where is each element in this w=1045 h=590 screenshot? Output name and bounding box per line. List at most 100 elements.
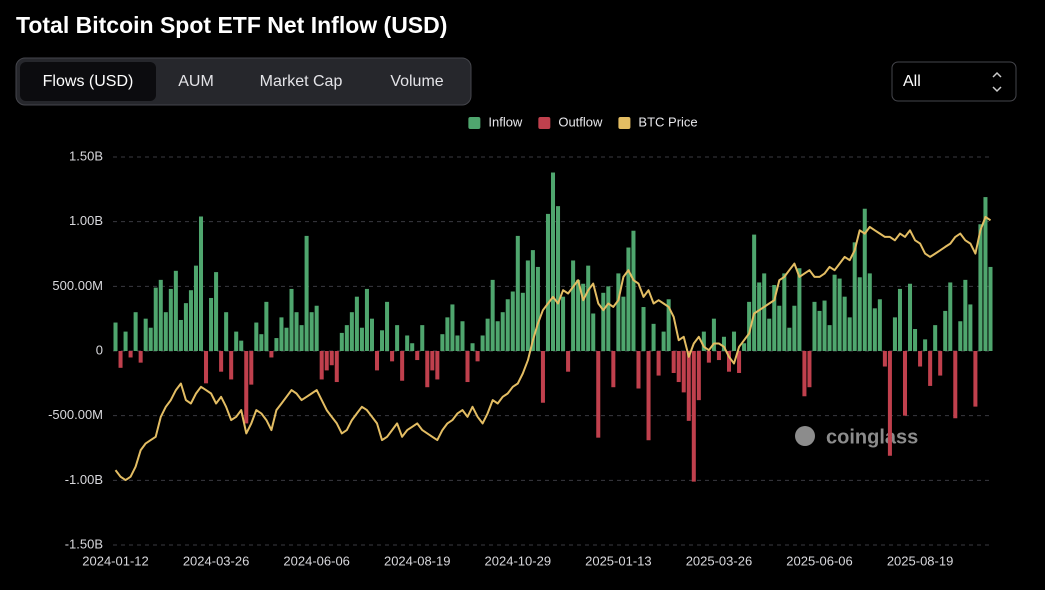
bar [279, 317, 284, 351]
bar [812, 301, 817, 351]
bar [983, 197, 988, 351]
bar [943, 310, 948, 351]
x-tick-label: 2025-06-06 [786, 553, 853, 568]
x-tick-label: 2025-03-26 [686, 553, 753, 568]
bar [369, 318, 374, 351]
chart-title: Total Bitcoin Spot ETF Net Inflow (USD) [16, 12, 447, 38]
bar [239, 340, 244, 351]
bar [681, 351, 686, 393]
tab[interactable]: AUM [178, 73, 214, 90]
bar [792, 305, 797, 351]
bar [455, 335, 460, 351]
bar [259, 334, 264, 351]
bar [430, 351, 435, 371]
bar [928, 351, 933, 386]
legend-swatch [468, 117, 481, 129]
bar [716, 351, 721, 361]
bar [530, 250, 535, 351]
bar [354, 296, 359, 351]
bar [178, 319, 183, 351]
bar [364, 288, 369, 351]
bar [561, 296, 566, 351]
y-tick-label: 0 [96, 342, 103, 357]
bar [229, 351, 234, 380]
y-tick-label: -1.50B [65, 536, 103, 551]
bar [918, 351, 923, 367]
x-tick-label: 2024-03-26 [183, 553, 250, 568]
bar [963, 279, 968, 351]
bar [545, 213, 550, 351]
bar [666, 299, 671, 351]
range-value[interactable]: All [903, 73, 921, 90]
legend-swatch [618, 117, 631, 129]
tab[interactable]: Volume [390, 73, 443, 90]
bar [938, 351, 943, 376]
bar [752, 234, 757, 351]
tab-active-bg[interactable] [20, 62, 156, 101]
bar [163, 312, 168, 351]
select-chevron [992, 71, 1002, 93]
bar [777, 305, 782, 351]
bar [726, 351, 732, 372]
bar [807, 351, 812, 388]
bar [706, 351, 711, 363]
bar [802, 351, 807, 397]
bar [676, 351, 681, 383]
bar [908, 283, 913, 351]
bar [923, 339, 928, 351]
bar [973, 351, 978, 407]
tab[interactable]: Flows (USD) [43, 73, 134, 90]
range-select[interactable] [891, 61, 1017, 102]
bar [591, 313, 596, 351]
bar [183, 303, 188, 351]
x-tick-label: 2024-01-12 [82, 553, 149, 568]
bar [621, 296, 626, 351]
bar [289, 288, 294, 351]
bar [721, 336, 726, 351]
x-tick-label: 2024-08-19 [384, 553, 451, 568]
bar [661, 331, 666, 351]
bar [958, 321, 963, 351]
bar [415, 351, 420, 361]
bar [631, 230, 636, 351]
bar [757, 282, 762, 351]
bar [505, 299, 510, 351]
bar [520, 292, 525, 351]
bar [390, 351, 395, 362]
bar [158, 279, 163, 351]
x-tick-label: 2024-10-29 [485, 553, 552, 568]
bar [209, 297, 214, 351]
bar [968, 304, 973, 351]
bar [138, 351, 143, 363]
bar [123, 331, 128, 351]
bar [113, 322, 118, 351]
bar [214, 272, 219, 351]
bar [425, 351, 430, 388]
bar [435, 351, 440, 380]
watermark: coinglass [795, 426, 918, 448]
bar [862, 208, 867, 351]
tab[interactable]: Market Cap [260, 73, 343, 90]
bar [309, 312, 314, 351]
bar [224, 312, 229, 351]
legend-label: Inflow [488, 114, 523, 129]
bar [842, 296, 847, 351]
bar [380, 330, 385, 351]
bar [626, 247, 631, 351]
bar [636, 351, 641, 389]
bar [294, 312, 299, 351]
bar [651, 323, 656, 351]
bar [566, 351, 571, 372]
bar [128, 351, 133, 358]
bar [339, 332, 344, 351]
bar [646, 351, 651, 441]
bar [314, 305, 319, 351]
bar [887, 351, 892, 456]
bar [867, 273, 872, 351]
bar [188, 290, 193, 351]
bar [732, 331, 737, 351]
bar [515, 235, 520, 351]
bar [198, 216, 204, 351]
bar [948, 282, 953, 351]
bar [852, 242, 857, 351]
